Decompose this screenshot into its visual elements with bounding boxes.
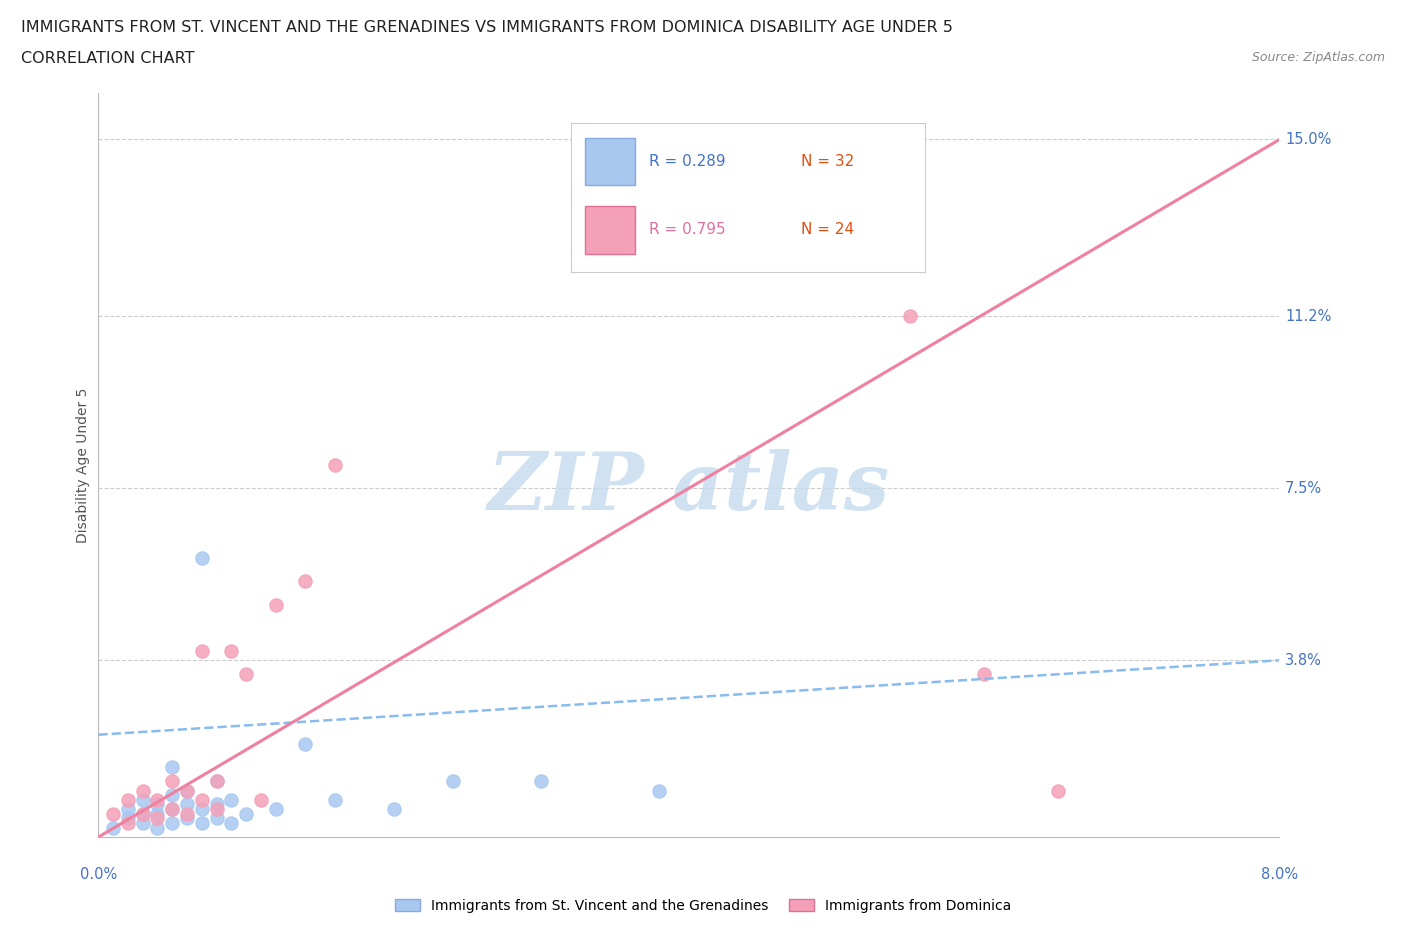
Text: IMMIGRANTS FROM ST. VINCENT AND THE GRENADINES VS IMMIGRANTS FROM DOMINICA DISAB: IMMIGRANTS FROM ST. VINCENT AND THE GREN… bbox=[21, 20, 953, 35]
Text: 7.5%: 7.5% bbox=[1285, 481, 1322, 496]
Point bbox=[176, 811, 198, 826]
Point bbox=[323, 792, 346, 807]
Point bbox=[132, 806, 155, 821]
Point bbox=[132, 783, 155, 798]
Point bbox=[117, 816, 139, 830]
Point bbox=[146, 811, 169, 826]
Text: 8.0%: 8.0% bbox=[1261, 867, 1298, 882]
Point bbox=[898, 309, 921, 324]
Point bbox=[176, 783, 198, 798]
Point bbox=[219, 792, 242, 807]
Point bbox=[162, 816, 183, 830]
Point bbox=[146, 797, 169, 812]
Point bbox=[146, 792, 169, 807]
Point bbox=[103, 806, 124, 821]
Point bbox=[162, 802, 183, 817]
Point bbox=[103, 820, 124, 835]
Point bbox=[250, 792, 273, 807]
Point bbox=[162, 788, 183, 803]
Point bbox=[191, 551, 214, 565]
Point bbox=[264, 802, 287, 817]
Point bbox=[176, 797, 198, 812]
Point bbox=[205, 811, 228, 826]
Point bbox=[219, 644, 242, 658]
Point bbox=[117, 792, 139, 807]
Point bbox=[205, 774, 228, 789]
Point bbox=[219, 816, 242, 830]
Legend: Immigrants from St. Vincent and the Grenadines, Immigrants from Dominica: Immigrants from St. Vincent and the Gren… bbox=[389, 894, 1017, 919]
Y-axis label: Disability Age Under 5: Disability Age Under 5 bbox=[76, 387, 90, 543]
Point bbox=[162, 774, 183, 789]
Text: 11.2%: 11.2% bbox=[1285, 309, 1331, 324]
Point bbox=[1046, 783, 1069, 798]
Point bbox=[264, 597, 287, 612]
Point bbox=[132, 816, 155, 830]
Point bbox=[648, 783, 671, 798]
Point bbox=[530, 774, 553, 789]
Point bbox=[146, 806, 169, 821]
Point bbox=[117, 802, 139, 817]
Point bbox=[132, 806, 155, 821]
Point bbox=[191, 792, 214, 807]
Text: 15.0%: 15.0% bbox=[1285, 132, 1331, 147]
Point bbox=[191, 802, 214, 817]
Point bbox=[191, 644, 214, 658]
Point bbox=[205, 774, 228, 789]
Point bbox=[132, 792, 155, 807]
Point bbox=[191, 816, 214, 830]
Text: 3.8%: 3.8% bbox=[1285, 653, 1322, 668]
Point bbox=[176, 806, 198, 821]
Text: CORRELATION CHART: CORRELATION CHART bbox=[21, 51, 194, 66]
Point bbox=[162, 802, 183, 817]
Point bbox=[441, 774, 464, 789]
Point bbox=[205, 802, 228, 817]
Text: ZIP atlas: ZIP atlas bbox=[488, 448, 890, 526]
Point bbox=[205, 797, 228, 812]
Point bbox=[162, 760, 183, 775]
Point bbox=[117, 811, 139, 826]
Point bbox=[146, 820, 169, 835]
Text: Source: ZipAtlas.com: Source: ZipAtlas.com bbox=[1251, 51, 1385, 64]
Point bbox=[973, 667, 995, 682]
Point bbox=[235, 806, 257, 821]
Point bbox=[294, 574, 316, 589]
Point bbox=[382, 802, 405, 817]
Point bbox=[294, 737, 316, 751]
Point bbox=[323, 458, 346, 472]
Point bbox=[176, 783, 198, 798]
Text: 0.0%: 0.0% bbox=[80, 867, 117, 882]
Point bbox=[235, 667, 257, 682]
